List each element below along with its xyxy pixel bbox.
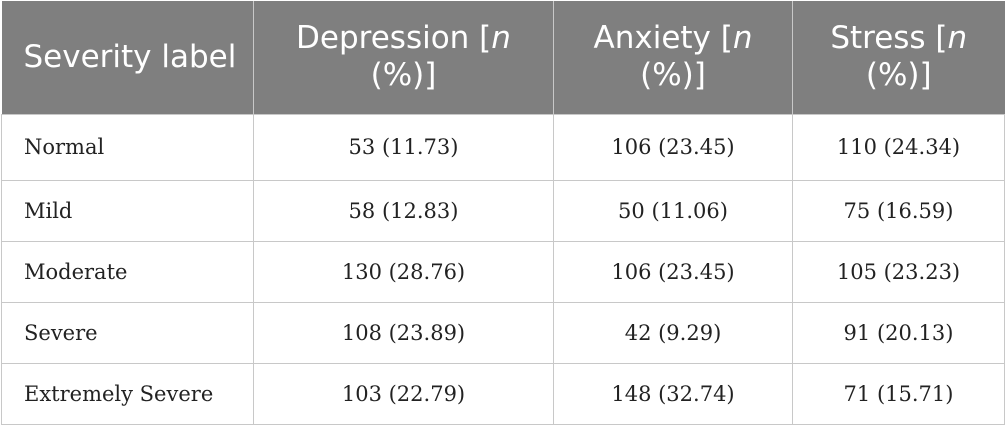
- stress-cell: 110 (24.34): [792, 113, 1005, 181]
- stress-cell: 105 (23.23): [792, 240, 1005, 303]
- row-label: Mild: [1, 179, 254, 242]
- header-stress: Stress [n (%)]: [792, 1, 1005, 114]
- header-anxiety-pct: (%)]: [640, 57, 706, 94]
- depression-cell: 53 (11.73): [253, 113, 554, 181]
- header-severity-label: Severity label: [1, 1, 254, 114]
- row-label: Normal: [1, 113, 254, 181]
- table-row: Moderate 130 (28.76) 106 (23.45) 105 (23…: [1, 240, 1005, 303]
- table-row: Extremely Severe 103 (22.79) 148 (32.74)…: [1, 362, 1005, 425]
- header-depression-pct: (%)]: [370, 57, 437, 94]
- stress-cell: 75 (16.59): [792, 179, 1005, 242]
- row-label: Severe: [1, 301, 254, 364]
- row-label: Extremely Severe: [1, 362, 254, 425]
- anxiety-cell: 106 (23.45): [553, 240, 793, 303]
- depression-cell: 108 (23.89): [253, 301, 554, 364]
- row-label: Moderate: [1, 240, 254, 303]
- stress-cell: 91 (20.13): [792, 301, 1005, 364]
- severity-table: Severity label Depression [n (%)] Anxiet…: [1, 1, 1005, 425]
- header-stress-n: n: [947, 20, 968, 57]
- header-depression-n: n: [491, 20, 511, 57]
- header-severity-label-text: Severity label: [23, 38, 237, 75]
- anxiety-cell: 42 (9.29): [553, 301, 793, 364]
- stress-cell: 71 (15.71): [792, 362, 1005, 425]
- depression-cell: 130 (28.76): [253, 240, 554, 303]
- header-stress-pct: (%)]: [865, 57, 932, 94]
- header-stress-text: Stress [: [830, 20, 948, 57]
- table-row: Normal 53 (11.73) 106 (23.45) 110 (24.34…: [1, 113, 1005, 181]
- depression-cell: 103 (22.79): [253, 362, 554, 425]
- table-row: Mild 58 (12.83) 50 (11.06) 75 (16.59): [1, 179, 1005, 242]
- anxiety-cell: 148 (32.74): [553, 362, 793, 425]
- header-anxiety: Anxiety [n (%)]: [553, 1, 793, 114]
- table-header-row: Severity label Depression [n (%)] Anxiet…: [1, 1, 1005, 114]
- anxiety-cell: 50 (11.06): [553, 179, 793, 242]
- table-row: Severe 108 (23.89) 42 (9.29) 91 (20.13): [1, 301, 1005, 364]
- header-anxiety-n: n: [732, 20, 753, 57]
- depression-cell: 58 (12.83): [253, 179, 554, 242]
- header-depression-text: Depression [: [296, 20, 492, 57]
- header-anxiety-text: Anxiety [: [593, 20, 733, 57]
- anxiety-cell: 106 (23.45): [553, 113, 793, 181]
- header-depression: Depression [n (%)]: [253, 1, 554, 114]
